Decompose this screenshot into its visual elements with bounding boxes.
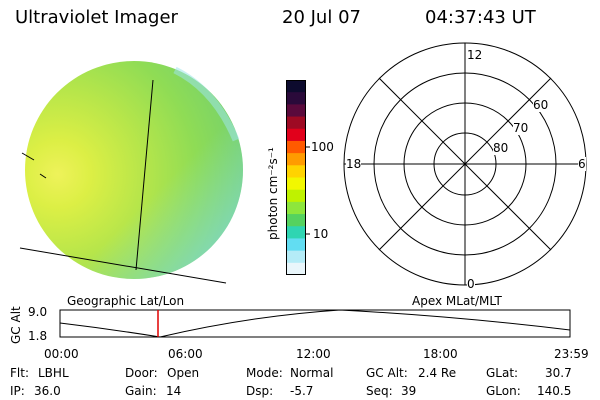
ip-value: 36.0	[34, 384, 61, 398]
mlat-label-80: 80	[493, 141, 509, 155]
colorbar-band	[286, 238, 306, 252]
colorbar-band	[286, 153, 306, 166]
colorbar-tick-10: 10	[313, 227, 329, 241]
colorbar-band	[286, 140, 306, 154]
left-panel-label: Geographic Lat/Lon	[67, 294, 185, 308]
auroral-image	[19, 61, 243, 284]
time-tick-2359: 23:59	[554, 347, 589, 361]
color-scale-bar	[286, 80, 306, 276]
glat-label: GLat:	[486, 366, 519, 380]
filter-value: LBHL	[38, 366, 69, 380]
colorbar-band	[286, 92, 306, 105]
observation-date: 20 Jul 07	[282, 7, 361, 28]
altitude-axis-label: GC Alt	[9, 306, 23, 344]
colorbar-band	[286, 262, 306, 276]
mlt-label-12: 12	[467, 48, 483, 62]
colorbar-band	[286, 165, 306, 179]
mode-value: Normal	[290, 366, 334, 380]
colorbar-band	[286, 201, 306, 215]
altitude-min-label: 1.8	[28, 329, 47, 343]
glat-value: 30.7	[545, 366, 572, 380]
instrument-title: Ultraviolet Imager	[15, 7, 178, 28]
colorbar-band	[286, 80, 306, 93]
gain-value: 14	[166, 384, 182, 398]
altitude-max-label: 9.0	[28, 305, 47, 319]
mlt-line-diag-2	[378, 77, 552, 251]
colorbar-band	[286, 189, 306, 203]
gain-label: Gain:	[125, 384, 157, 398]
filter-label: Flt:	[10, 366, 29, 380]
disc-limb-glow	[25, 61, 243, 279]
time-tick-1200: 12:00	[296, 347, 331, 361]
gc-alt-label: GC Alt:	[366, 366, 408, 380]
mlat-label-60: 60	[533, 98, 549, 112]
ip-label: IP:	[10, 384, 25, 398]
latitude-line	[19, 247, 227, 284]
colorbar-tick-100: 100	[311, 140, 334, 154]
time-tick-0000: 00:00	[44, 347, 79, 361]
mlt-label-6: 6	[578, 157, 586, 171]
colorbar-band	[286, 104, 306, 118]
color-scale-ticks	[306, 146, 310, 235]
seq-label: Seq:	[366, 384, 393, 398]
time-tick-0600: 06:00	[168, 347, 203, 361]
gc-alt-value: 2.4 Re	[418, 366, 457, 380]
colorbar-band	[286, 116, 306, 130]
right-panel-label: Apex MLat/MLT	[412, 294, 502, 308]
mlat-label-70: 70	[513, 121, 529, 135]
altitude-plot: GC Alt 9.0 1.8	[9, 305, 571, 344]
door-value: Open	[167, 366, 200, 380]
mlt-label-18: 18	[346, 157, 362, 171]
door-label: Door:	[125, 366, 158, 380]
polar-grid	[343, 42, 587, 286]
mode-label: Mode:	[246, 366, 283, 380]
time-tick-1800: 18:00	[423, 347, 458, 361]
grid-tick-inner	[39, 173, 47, 179]
seq-value: 39	[401, 384, 417, 398]
colorbar-unit-label: photon cm⁻²s⁻¹	[266, 147, 280, 240]
colorbar-band	[286, 128, 306, 142]
colorbar-band	[286, 214, 306, 227]
colorbar-band	[286, 177, 306, 191]
dsp-value: -5.7	[290, 384, 314, 398]
altitude-curve	[59, 309, 571, 338]
dsp-label: Dsp:	[246, 384, 274, 398]
observation-time: 04:37:43 UT	[425, 7, 536, 28]
grid-tick-west	[21, 152, 35, 161]
glon-value: 140.5	[537, 384, 572, 398]
mlt-label-0: 0	[467, 277, 475, 291]
disc-edge-haze	[173, 66, 240, 142]
colorbar-frame	[286, 80, 306, 275]
glon-label: GLon:	[486, 384, 521, 398]
colorbar-band	[286, 226, 306, 240]
colorbar-band	[286, 250, 306, 264]
meridian-line	[135, 79, 154, 271]
